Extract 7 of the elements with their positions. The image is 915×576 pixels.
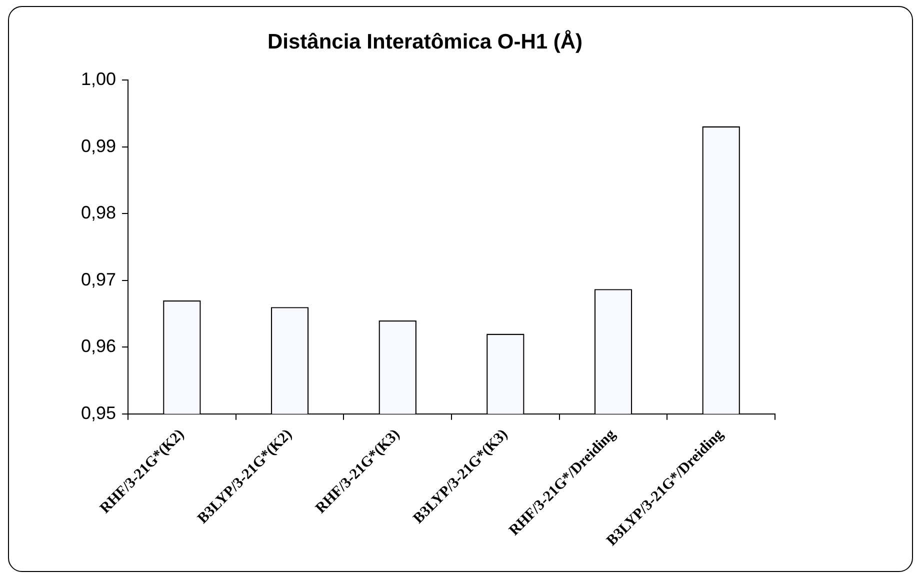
y-tick-label: 0,95 — [80, 402, 116, 423]
y-tick-label: 0,99 — [80, 136, 116, 156]
y-tick-label: 0,97 — [80, 269, 116, 290]
y-tick-label: 0,96 — [80, 336, 116, 356]
y-tick-label: 0,98 — [80, 202, 116, 223]
chart-title: Distância Interatômica O-H1 (Å) — [267, 29, 583, 54]
y-tick-label: 1,00 — [80, 69, 116, 90]
